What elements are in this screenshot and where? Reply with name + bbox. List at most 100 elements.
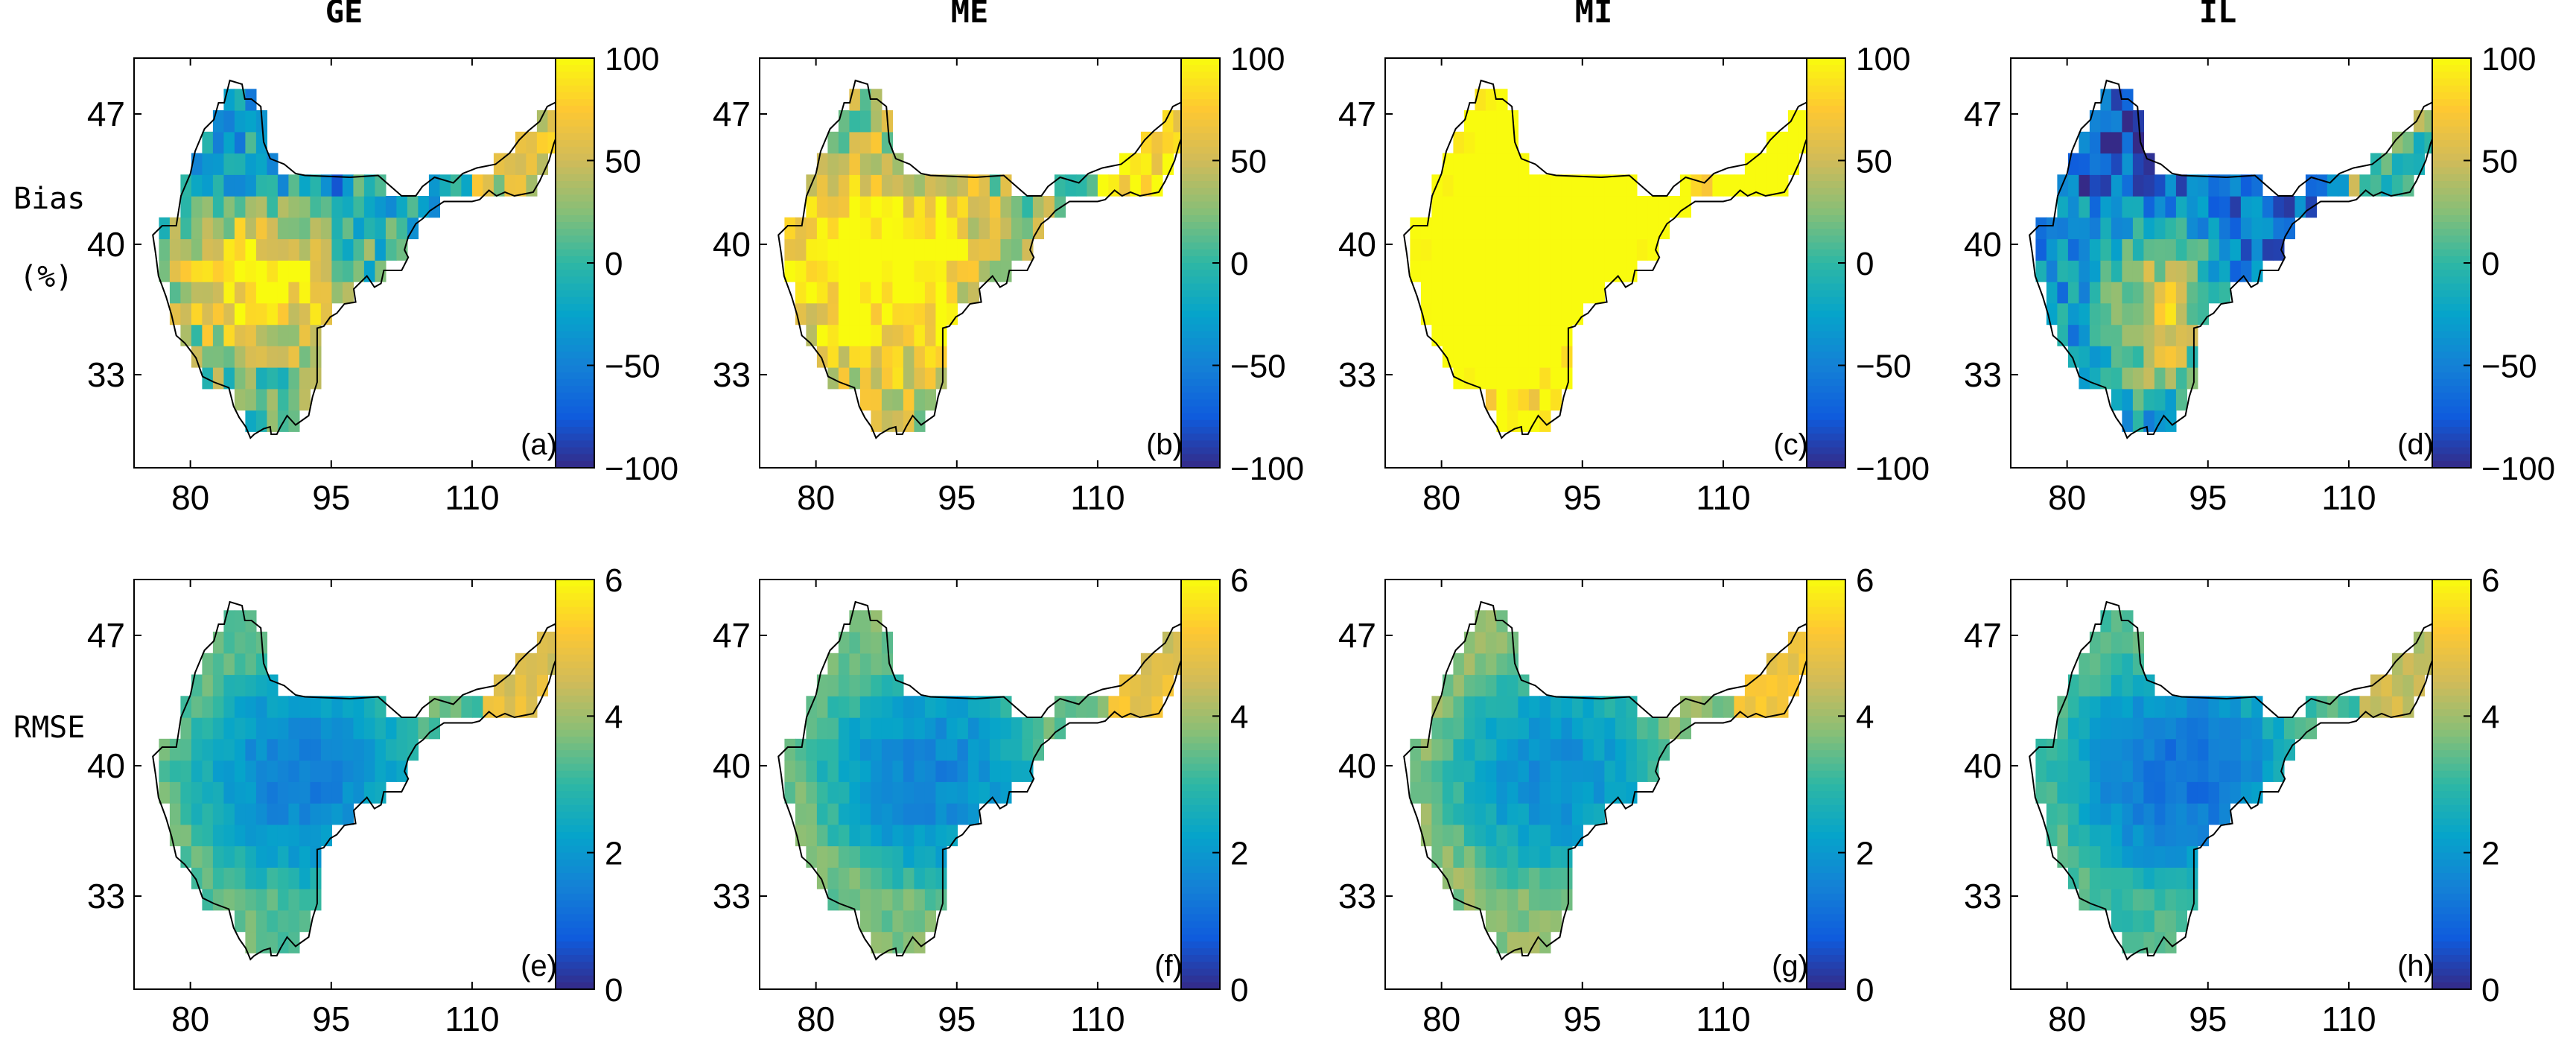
heatmap-cell	[1604, 781, 1616, 804]
colorbar-segment	[556, 337, 594, 346]
colorbar-segment	[1181, 263, 1220, 270]
heatmap-cell	[1561, 867, 1573, 889]
heatmap-cell	[1518, 909, 1530, 933]
colorbar-segment	[1807, 675, 1845, 683]
y-tick-label: 33	[1338, 355, 1376, 394]
colorbar-segment	[556, 378, 594, 387]
colorbar-segment	[2432, 688, 2471, 696]
heatmap-cell	[924, 302, 936, 326]
heatmap-cell	[2219, 781, 2230, 804]
heatmap-cell	[2143, 803, 2155, 825]
heatmap-cell	[871, 324, 882, 346]
heatmap-cell	[277, 367, 289, 390]
colorbar-segment	[556, 695, 594, 703]
heatmap-cell	[827, 282, 839, 304]
heatmap-cell	[255, 909, 267, 933]
y-tick-label: 33	[87, 355, 125, 394]
y-tick-label: 40	[87, 746, 125, 785]
heatmap-cell	[277, 174, 289, 197]
colorbar-segment	[1807, 174, 1845, 182]
colorbar-segment	[556, 580, 594, 587]
heatmap-cell	[2089, 153, 2101, 175]
heatmap-cell	[2067, 196, 2079, 218]
colorbar-segment	[556, 702, 594, 710]
colorbar-segment	[2432, 743, 2471, 751]
colorbar-segment	[2432, 140, 2471, 147]
heatmap-cell	[245, 653, 257, 676]
colorbar-segment	[2432, 406, 2471, 414]
heatmap-cell	[871, 238, 882, 261]
heatmap-cell	[515, 131, 527, 154]
heatmap-cell	[310, 282, 322, 304]
heatmap-cell	[1431, 824, 1443, 847]
heatmap-cell	[2294, 196, 2306, 218]
heatmap-cell	[871, 738, 882, 761]
column-title-ge: GE	[325, 0, 363, 30]
heatmap-cell	[202, 131, 214, 154]
heatmap-cell	[299, 845, 311, 868]
colorbar-segment	[556, 276, 594, 285]
colorbar-segment	[1181, 880, 1220, 888]
heatmap-cell	[180, 324, 192, 346]
heatmap-cell	[1463, 302, 1475, 326]
heatmap-cell	[957, 760, 969, 782]
colorbar-segment	[556, 249, 594, 257]
heatmap-cell	[2391, 153, 2403, 175]
colorbar-segment	[556, 222, 594, 229]
x-tick-label: 110	[2321, 478, 2376, 517]
heatmap-cell	[1571, 803, 1583, 825]
heatmap-cell	[2089, 632, 2101, 654]
colorbar-tick-label: 0	[2481, 246, 2499, 282]
colorbar-segment	[1181, 181, 1220, 188]
heatmap-cell	[1162, 131, 1174, 154]
heatmap-cell	[979, 781, 990, 804]
heatmap-cell	[892, 867, 904, 889]
colorbar-segment	[2432, 283, 2471, 291]
heatmap-cell	[816, 260, 828, 282]
colorbar-segment	[556, 372, 594, 380]
heatmap-cell	[1475, 153, 1486, 175]
heatmap-cell	[1108, 174, 1120, 197]
heatmap-cell	[2132, 196, 2144, 218]
heatmap-cell	[2175, 696, 2187, 718]
heatmap-cell	[2079, 738, 2090, 761]
heatmap-cell	[2187, 717, 2198, 740]
heatmap-cell	[871, 367, 882, 390]
heatmap-cell	[1528, 803, 1540, 825]
heatmap-cell	[310, 781, 322, 804]
colorbar-segment	[556, 255, 594, 264]
heatmap-cell	[1561, 196, 1573, 218]
heatmap-cell	[2111, 131, 2122, 154]
heatmap-cell	[1496, 803, 1508, 825]
colorbar-segment	[1181, 723, 1220, 731]
heatmap-cell	[245, 346, 257, 368]
heatmap-cell	[504, 696, 516, 718]
colorbar-segment	[1181, 948, 1220, 956]
heatmap-cell	[859, 238, 871, 261]
heatmap-cell	[407, 196, 419, 218]
heatmap-cell	[2381, 153, 2393, 175]
heatmap-cell	[504, 174, 516, 197]
heatmap-cell	[838, 653, 850, 676]
heatmap-cell	[1777, 653, 1789, 676]
heatmap-cell	[2132, 867, 2144, 889]
colorbar-frame	[1806, 579, 1846, 990]
heatmap-cell	[2143, 410, 2155, 432]
heatmap-cell	[277, 867, 289, 889]
heatmap-cell	[1453, 845, 1465, 868]
heatmap-cell	[353, 760, 365, 782]
heatmap-cell	[1162, 632, 1174, 654]
heatmap-cell	[903, 324, 915, 346]
heatmap-cell	[1518, 410, 1530, 432]
heatmap-cell	[892, 889, 904, 911]
heatmap-cell	[1604, 717, 1616, 740]
heatmap-cell	[903, 282, 915, 304]
heatmap-cell	[2154, 717, 2166, 740]
colorbar-segment	[556, 654, 594, 662]
heatmap-cell	[1420, 282, 1432, 304]
heatmap-cell	[320, 217, 332, 240]
colorbar-segment	[1807, 921, 1845, 929]
heatmap-cell	[2262, 217, 2274, 240]
heatmap-cell	[2067, 781, 2079, 804]
colorbar-segment	[1807, 249, 1845, 257]
